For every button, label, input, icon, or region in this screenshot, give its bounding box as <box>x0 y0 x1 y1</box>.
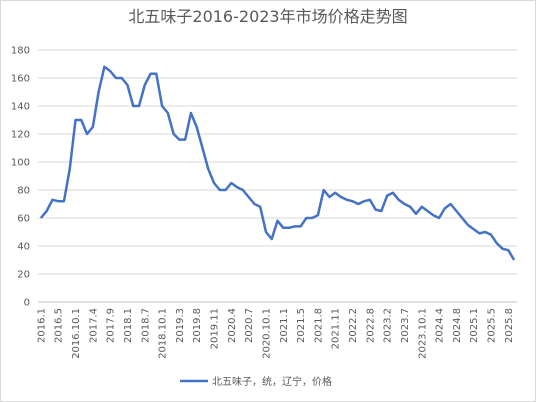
x-tick-label: 2025.1 <box>469 308 480 343</box>
x-tick-label: 2025.5 <box>487 308 498 343</box>
x-tick-label: 2021.5 <box>296 308 307 343</box>
x-tick-label: 2016.1 <box>36 308 47 343</box>
x-tick-label: 2024.4 <box>435 308 446 343</box>
x-tick-label: 2018.10.1 <box>158 308 169 359</box>
x-tick-label: 2019.8 <box>192 308 203 343</box>
x-tick-label: 2020.4 <box>227 308 238 343</box>
x-tick-label: 2024.8 <box>452 308 463 343</box>
y-tick-label: 40 <box>17 242 30 253</box>
x-tick-label: 2021.1 <box>279 308 290 343</box>
x-tick-label: 2023.10.1 <box>417 308 428 359</box>
x-tick-label: 2022.8 <box>365 308 376 343</box>
x-tick-label: 2021.11 <box>331 308 342 349</box>
x-tick-label: 2025.8 <box>504 308 515 343</box>
x-tick-label: 2019.11 <box>210 308 221 349</box>
x-tick-label: 2020.10.1 <box>261 308 272 359</box>
y-tick-label: 0 <box>24 298 30 309</box>
x-tick-label: 2016.5 <box>54 308 65 343</box>
y-tick-label: 140 <box>11 102 30 113</box>
x-tick-label: 2017.9 <box>106 308 117 343</box>
x-tick-label: 2021.8 <box>313 308 324 343</box>
y-tick-label: 160 <box>11 74 30 85</box>
x-tick-label: 2017.4 <box>88 308 99 343</box>
y-tick-label: 180 <box>11 46 30 57</box>
x-tick-label: 2023.7 <box>400 308 411 343</box>
x-tick-label: 2018.7 <box>140 308 151 343</box>
y-tick-label: 80 <box>17 186 30 197</box>
y-tick-label: 100 <box>11 158 30 169</box>
x-tick-label: 2020.7 <box>244 308 255 343</box>
y-tick-label: 20 <box>17 270 30 281</box>
x-tick-label: 2018.1 <box>123 308 134 343</box>
x-tick-label: 2019.3 <box>175 308 186 343</box>
y-tick-label: 120 <box>11 130 30 141</box>
x-tick-label: 2016.10.1 <box>71 308 82 359</box>
legend-label: 北五味子，统，辽宁，价格 <box>212 375 332 388</box>
x-tick-label: 2023.2 <box>383 308 394 343</box>
x-tick-label: 2022.2 <box>348 308 359 343</box>
chart-title: 北五味子2016-2023年市场价格走势图 <box>128 7 407 26</box>
line-series <box>39 65 516 261</box>
y-tick-label: 60 <box>17 214 30 225</box>
